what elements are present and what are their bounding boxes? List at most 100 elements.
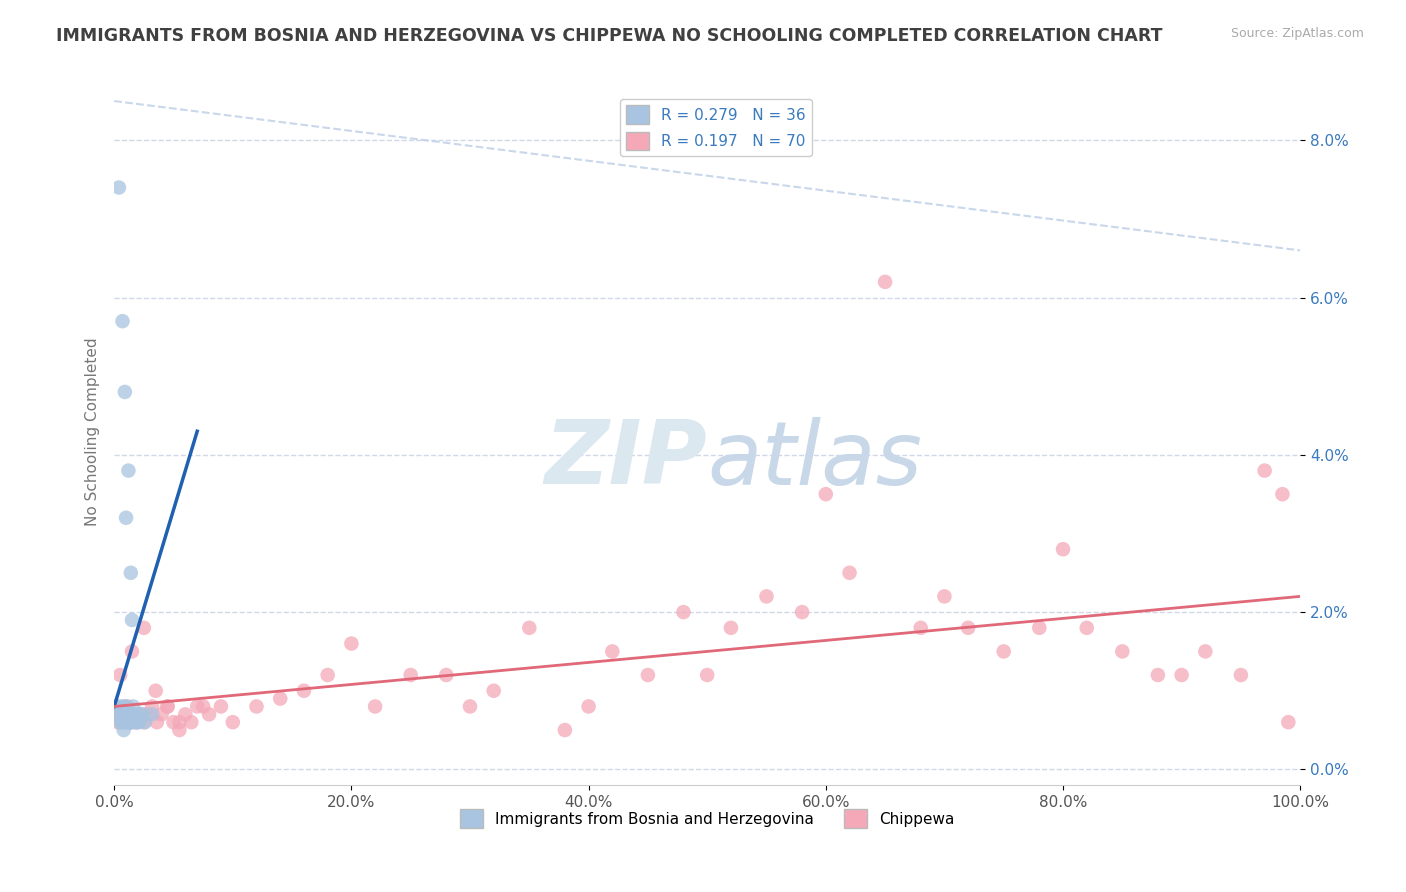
Point <box>191 699 214 714</box>
Point <box>993 644 1015 658</box>
Point <box>108 699 131 714</box>
Point <box>121 715 143 730</box>
Point <box>115 715 138 730</box>
Point <box>117 715 139 730</box>
Point <box>118 715 141 730</box>
Point <box>340 636 363 650</box>
Point <box>114 707 136 722</box>
Point <box>696 668 718 682</box>
Point <box>156 699 179 714</box>
Point <box>111 715 134 730</box>
Point <box>114 715 136 730</box>
Point <box>146 715 169 730</box>
Point <box>124 715 146 730</box>
Point <box>117 464 139 478</box>
Point <box>129 707 152 722</box>
Point <box>399 668 422 682</box>
Point <box>112 699 135 714</box>
Point <box>458 699 481 714</box>
Point <box>110 715 132 730</box>
Point <box>720 621 742 635</box>
Point <box>169 715 191 730</box>
Point <box>114 715 136 730</box>
Point <box>1028 621 1050 635</box>
Point <box>145 683 167 698</box>
Point <box>156 699 179 714</box>
Point <box>134 715 156 730</box>
Point <box>602 644 624 658</box>
Point <box>292 683 315 698</box>
Point <box>132 715 155 730</box>
Point <box>125 715 148 730</box>
Point <box>672 605 695 619</box>
Point <box>115 715 138 730</box>
Legend: Immigrants from Bosnia and Herzegovina, Chippewa: Immigrants from Bosnia and Herzegovina, … <box>454 803 960 834</box>
Point <box>125 715 148 730</box>
Point <box>108 668 131 682</box>
Point <box>934 590 956 604</box>
Point <box>222 715 245 730</box>
Point <box>128 715 150 730</box>
Point <box>517 621 540 635</box>
Point <box>1253 464 1275 478</box>
Point <box>554 723 576 737</box>
Point <box>121 715 143 730</box>
Point <box>434 668 457 682</box>
Point <box>1170 668 1192 682</box>
Text: IMMIGRANTS FROM BOSNIA AND HERZEGOVINA VS CHIPPEWA NO SCHOOLING COMPLETED CORREL: IMMIGRANTS FROM BOSNIA AND HERZEGOVINA V… <box>56 27 1163 45</box>
Point <box>1271 487 1294 501</box>
Point <box>245 699 267 714</box>
Point <box>118 715 141 730</box>
Point <box>107 715 129 730</box>
Point <box>122 699 145 714</box>
Point <box>1277 715 1299 730</box>
Point <box>637 668 659 682</box>
Point <box>108 715 131 730</box>
Y-axis label: No Schooling Completed: No Schooling Completed <box>86 337 100 525</box>
Point <box>1111 644 1133 658</box>
Point <box>150 707 173 722</box>
Text: atlas: atlas <box>707 417 922 502</box>
Point <box>578 699 600 714</box>
Point <box>115 699 138 714</box>
Point <box>1147 668 1170 682</box>
Point <box>198 707 221 722</box>
Point <box>108 180 131 194</box>
Point <box>141 707 163 722</box>
Point <box>136 707 159 722</box>
Point <box>124 707 146 722</box>
Point <box>121 613 143 627</box>
Point <box>186 699 208 714</box>
Point <box>910 621 932 635</box>
Point <box>364 699 387 714</box>
Point <box>269 691 291 706</box>
Point <box>169 723 191 737</box>
Point <box>1076 621 1098 635</box>
Point <box>112 723 135 737</box>
Point <box>174 707 197 722</box>
Point <box>129 707 152 722</box>
Point <box>1194 644 1216 658</box>
Point <box>141 699 163 714</box>
Point <box>104 699 127 714</box>
Point <box>104 699 127 714</box>
Point <box>790 605 813 619</box>
Text: Source: ZipAtlas.com: Source: ZipAtlas.com <box>1230 27 1364 40</box>
Point <box>107 707 129 722</box>
Point <box>115 510 138 524</box>
Point <box>118 707 141 722</box>
Point <box>124 707 146 722</box>
Point <box>115 699 138 714</box>
Point <box>120 566 142 580</box>
Point <box>838 566 860 580</box>
Point <box>111 707 134 722</box>
Point <box>108 707 131 722</box>
Point <box>120 715 142 730</box>
Text: ZIP: ZIP <box>544 416 707 503</box>
Point <box>121 644 143 658</box>
Point <box>115 707 138 722</box>
Point <box>1230 668 1253 682</box>
Point <box>162 715 184 730</box>
Point <box>875 275 897 289</box>
Point <box>316 668 339 682</box>
